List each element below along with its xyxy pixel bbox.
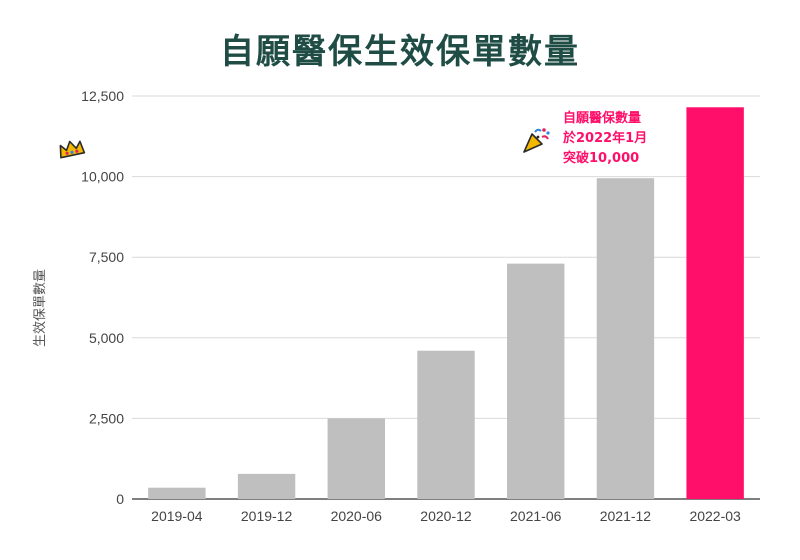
x-tick-label: 2021-12 (600, 508, 652, 524)
x-tick-label: 2022-03 (689, 508, 741, 524)
y-tick-label: 5,000 (89, 330, 124, 346)
annotation-line-1: 自願醫保數量 (563, 110, 641, 126)
bar-2021-12 (596, 178, 655, 499)
bars (148, 107, 744, 499)
y-tick-label: 12,500 (81, 88, 124, 104)
crown-icon (59, 140, 86, 159)
y-tick-label: 10,000 (81, 169, 124, 185)
bar-2019-12 (237, 473, 296, 499)
annotation-line-2: 於2022年1月 (563, 130, 647, 146)
party-popper-icon (523, 128, 550, 153)
y-tick-label: 2,500 (89, 410, 124, 426)
x-tick-label: 2019-04 (151, 508, 203, 524)
bar-2020-12 (417, 350, 475, 499)
x-axis-ticks: 2019-04 2019-12 2020-06 2020-12 2021-06 2021-… (151, 508, 741, 524)
x-tick-label: 2019-12 (241, 508, 293, 524)
bar-2019-04 (148, 487, 206, 499)
bar-2022-03 (686, 107, 744, 499)
bar-2020-06 (327, 418, 385, 499)
annotation: 自願醫保數量 於2022年1月 突破10,000 (563, 110, 647, 166)
y-axis-ticks: 0 2,500 5,000 7,500 10,000 12,500 (81, 88, 124, 507)
x-tick-label: 2020-06 (331, 508, 383, 524)
y-tick-label: 0 (116, 491, 124, 507)
x-tick-label: 2021-06 (510, 508, 562, 524)
chart-title: 自願醫保生效保單數量 (220, 32, 580, 72)
y-axis-label: 生效保單數量 (33, 269, 48, 347)
y-tick-label: 7,500 (89, 249, 124, 265)
annotation-line-3: 突破10,000 (563, 150, 639, 166)
bar-2021-06 (507, 263, 565, 499)
x-tick-label: 2020-12 (420, 508, 472, 524)
